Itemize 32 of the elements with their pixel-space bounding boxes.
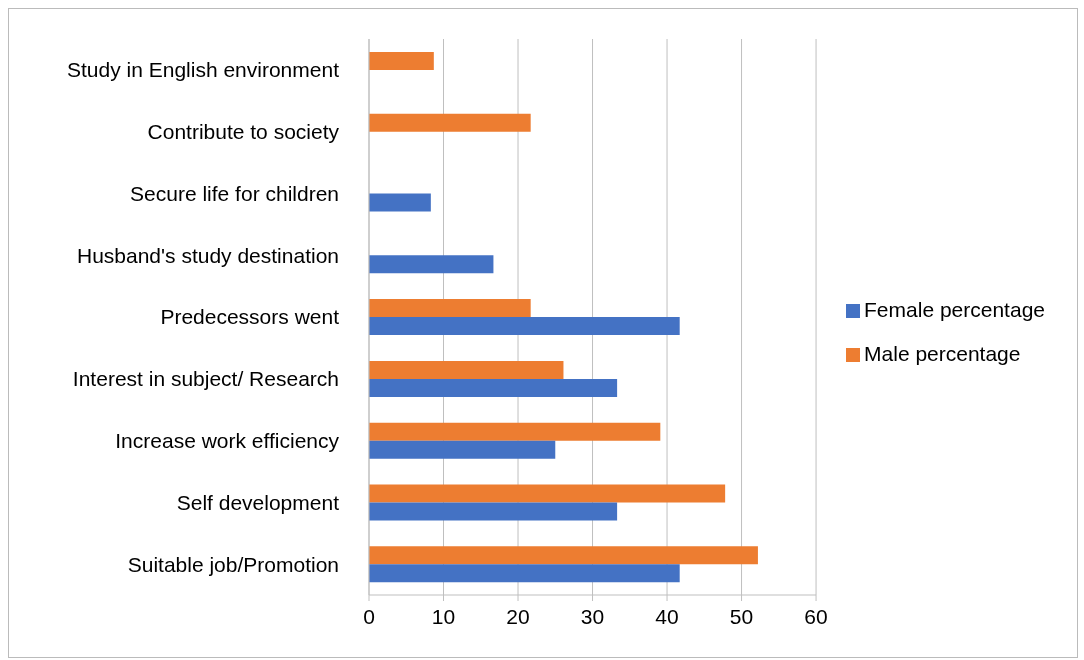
x-tick-label: 50	[729, 604, 754, 628]
y-tick-label: Suitable job/Promotion	[127, 552, 339, 576]
bar	[369, 546, 758, 565]
x-tick-label: 10	[431, 604, 456, 628]
bar	[369, 193, 431, 212]
y-tick-label: Study in English environment	[67, 58, 340, 82]
bar	[369, 502, 618, 521]
x-tick-label: 30	[580, 604, 605, 628]
x-tick-label: 20	[506, 604, 530, 628]
y-tick-label: Contribute to society	[147, 120, 340, 144]
bar	[369, 378, 618, 397]
y-tick-label: Secure life for children	[130, 181, 339, 205]
bar	[369, 484, 726, 503]
bar	[369, 440, 556, 459]
bar	[369, 299, 531, 318]
bar	[369, 113, 531, 132]
x-tick-label: 60	[804, 604, 828, 628]
bar	[369, 360, 564, 379]
bar	[369, 52, 434, 70]
legend-label: Female percentage	[864, 298, 1045, 321]
y-tick-label: Predecessors went	[160, 305, 340, 329]
y-tick-label: Self development	[176, 490, 340, 514]
bar	[369, 422, 661, 441]
bar	[369, 564, 680, 583]
y-tick-label: Husband's study destination	[76, 243, 339, 267]
y-tick-label: Interest in subject/ Research	[72, 367, 339, 391]
bar	[369, 255, 494, 274]
x-tick-label: 40	[655, 604, 679, 628]
x-tick-label: 0	[363, 604, 375, 628]
bar	[369, 317, 680, 336]
legend-label: Male percentage	[864, 342, 1021, 365]
y-tick-label: Increase work efficiency	[115, 429, 340, 453]
